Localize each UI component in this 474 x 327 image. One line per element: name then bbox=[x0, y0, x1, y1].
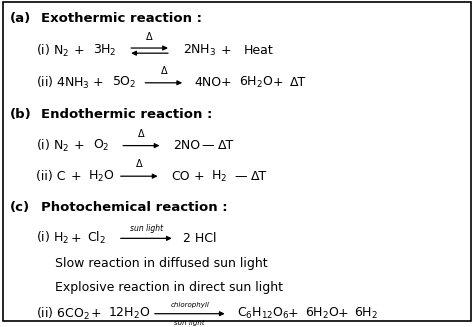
Text: Photochemical reaction :: Photochemical reaction : bbox=[41, 201, 228, 214]
Text: ΔT: ΔT bbox=[218, 139, 234, 152]
Text: (ii) C: (ii) C bbox=[36, 170, 65, 183]
Text: Heat: Heat bbox=[244, 44, 274, 57]
Text: (i) H$_2$: (i) H$_2$ bbox=[36, 230, 70, 247]
Text: —: — bbox=[235, 170, 247, 183]
Text: +: + bbox=[71, 232, 81, 245]
Text: Cl$_2$: Cl$_2$ bbox=[87, 230, 106, 247]
Text: Slow reaction in diffused sun light: Slow reaction in diffused sun light bbox=[55, 257, 268, 270]
Text: +: + bbox=[193, 170, 204, 183]
Text: sun light: sun light bbox=[174, 319, 205, 326]
Text: 3H$_2$: 3H$_2$ bbox=[93, 43, 117, 58]
Text: Exothermic reaction :: Exothermic reaction : bbox=[41, 12, 202, 25]
Text: (i) N$_2$: (i) N$_2$ bbox=[36, 138, 69, 154]
Text: +: + bbox=[337, 307, 348, 320]
Text: +: + bbox=[288, 307, 299, 320]
Text: Δ: Δ bbox=[160, 66, 167, 76]
Text: 2 HCl: 2 HCl bbox=[182, 232, 216, 245]
Text: 5O$_2$: 5O$_2$ bbox=[112, 75, 137, 90]
Text: Endothermic reaction :: Endothermic reaction : bbox=[41, 108, 212, 121]
Text: H$_2$O: H$_2$O bbox=[88, 169, 115, 184]
FancyBboxPatch shape bbox=[3, 2, 471, 321]
Text: 6H$_2$O: 6H$_2$O bbox=[305, 306, 339, 321]
Text: (i) N$_2$: (i) N$_2$ bbox=[36, 43, 69, 59]
Text: +: + bbox=[74, 139, 84, 152]
Text: C$_6$H$_{12}$O$_6$: C$_6$H$_{12}$O$_6$ bbox=[237, 306, 290, 321]
Text: 2NH$_3$: 2NH$_3$ bbox=[182, 43, 216, 58]
Text: 12H$_2$O: 12H$_2$O bbox=[109, 306, 151, 321]
Text: +: + bbox=[273, 76, 283, 89]
Text: —: — bbox=[201, 139, 214, 152]
Text: O$_2$: O$_2$ bbox=[93, 138, 109, 153]
Text: (b): (b) bbox=[10, 108, 32, 121]
Text: Explosive reaction in direct sun light: Explosive reaction in direct sun light bbox=[55, 281, 283, 294]
Text: sun light: sun light bbox=[130, 224, 163, 232]
Text: (a): (a) bbox=[10, 12, 31, 25]
Text: Δ: Δ bbox=[146, 32, 153, 42]
Text: 2NO: 2NO bbox=[173, 139, 201, 152]
Text: (ii) 4NH$_3$: (ii) 4NH$_3$ bbox=[36, 75, 90, 91]
Text: +: + bbox=[220, 44, 231, 57]
Text: H$_2$: H$_2$ bbox=[211, 169, 227, 184]
Text: 4NO: 4NO bbox=[194, 76, 221, 89]
Text: Δ: Δ bbox=[138, 129, 145, 139]
Text: +: + bbox=[220, 76, 231, 89]
Text: +: + bbox=[74, 44, 84, 57]
Text: CO: CO bbox=[171, 170, 190, 183]
Text: 6H$_2$: 6H$_2$ bbox=[354, 306, 378, 321]
Text: +: + bbox=[93, 76, 103, 89]
Text: ΔT: ΔT bbox=[291, 76, 307, 89]
Text: (c): (c) bbox=[10, 201, 30, 214]
Text: Δ: Δ bbox=[136, 159, 143, 169]
Text: 6H$_2$O: 6H$_2$O bbox=[239, 75, 274, 90]
Text: +: + bbox=[91, 307, 101, 320]
Text: +: + bbox=[71, 170, 81, 183]
Text: (ii) 6CO$_2$: (ii) 6CO$_2$ bbox=[36, 306, 90, 322]
Text: chlorophyll: chlorophyll bbox=[170, 302, 209, 308]
Text: ΔT: ΔT bbox=[251, 170, 267, 183]
